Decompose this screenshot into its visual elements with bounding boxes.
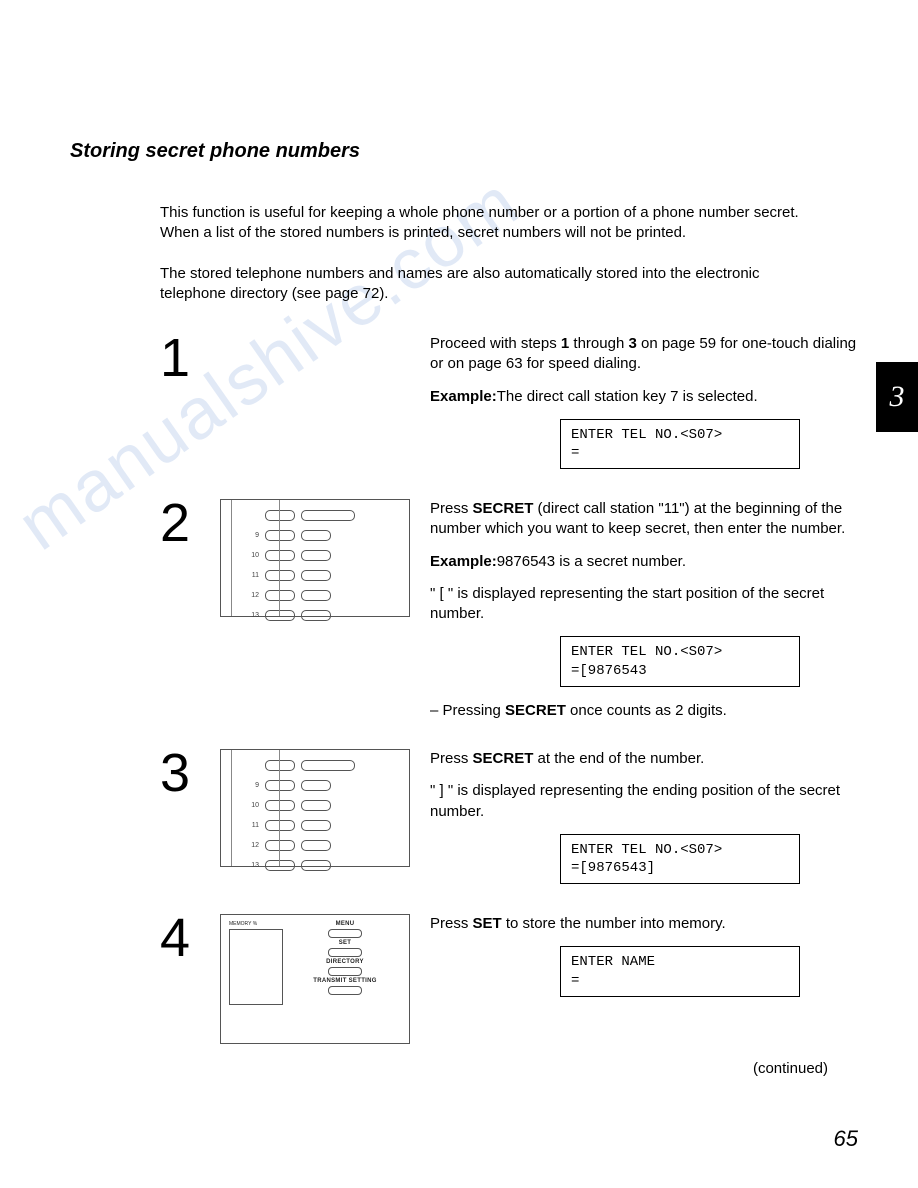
kp-label: 11 [245,572,259,579]
display-box-1: ENTER TEL NO.<S07> = [560,419,800,469]
step1-text-c: through [569,335,628,352]
chapter-tab: 3 [876,362,918,432]
step2-text: Press SECRET (direct call station "11") … [430,499,858,540]
secret-label: SECRET [473,750,534,767]
step2-a: Press [430,500,473,517]
intro-p1: This function is useful for keeping a wh… [160,203,828,244]
set-label: SET [339,940,352,946]
kp-label: 12 [245,592,259,599]
page-title: Storing secret phone numbers [70,140,858,163]
kp-label: 13 [245,612,259,619]
menu-label: MENU [336,921,355,927]
example-label: Example: [430,553,497,570]
step-3: 3 9 10 11 12 13 Press SECRET at the end … [160,749,858,898]
example-text: 9876543 is a secret number. [497,553,686,570]
step2-example: Example:9876543 is a secret number. [430,552,858,572]
display2-line1: ENTER TEL NO.<S07> [571,643,789,661]
keypad-diagram-2: 9 10 11 12 13 [220,499,410,617]
step-number-2: 2 [160,499,220,548]
step2-bracket-text: " [ " is displayed representing the star… [430,584,858,625]
step4-b: to store the number into memory. [502,915,726,932]
step4-a: Press [430,915,473,932]
secret-label: SECRET [505,702,566,719]
kp-label: 9 [245,782,259,789]
step-number-1: 1 [160,334,220,383]
intro-block: This function is useful for keeping a wh… [160,203,828,304]
note-a: – Pressing [430,702,505,719]
step-2: 2 9 10 11 12 13 Press SECRET (direct cal… [160,499,858,733]
intro-p2: The stored telephone numbers and names a… [160,264,828,305]
example-label: Example: [430,388,497,405]
memory-label: MEMORY % [229,921,283,927]
transmit-label: TRANSMIT SETTING [313,978,376,984]
secret-label: SECRET [473,500,534,517]
step1-text-a: Proceed with steps [430,335,561,352]
step4-text: Press SET to store the number into memor… [430,914,858,934]
step3-bracket-text: " ] " is displayed representing the endi… [430,781,858,822]
step3-text: Press SECRET at the end of the number. [430,749,858,769]
kp-label: 10 [245,552,259,559]
example-text: The direct call station key 7 is selecte… [497,388,758,405]
step-4: 4 MEMORY % MENU SET DIRECTORY TRANSMIT [160,914,858,1044]
kp-label: 12 [245,842,259,849]
step-number-4: 4 [160,914,220,963]
step-number-3: 3 [160,749,220,798]
display-box-4: ENTER NAME = [560,946,800,996]
step1-bold-1: 1 [561,335,569,352]
kp-label: 11 [245,822,259,829]
display3-line2: =[9876543] [571,859,789,877]
directory-label: DIRECTORY [326,959,364,965]
display-box-2: ENTER TEL NO.<S07> =[9876543 [560,636,800,686]
step1-bold-3: 3 [628,335,636,352]
display2-line2: =[9876543 [571,662,789,680]
step3-b: at the end of the number. [533,750,704,767]
continued-label: (continued) [160,1060,828,1077]
kp-label: 10 [245,802,259,809]
page-number: 65 [834,1126,858,1152]
display-box-3: ENTER TEL NO.<S07> =[9876543] [560,834,800,884]
display4-line2: = [571,972,789,990]
kp-label: 13 [245,862,259,869]
step1-text: Proceed with steps 1 through 3 on page 5… [430,334,858,375]
note-b: once counts as 2 digits. [566,702,727,719]
control-panel-diagram: MEMORY % MENU SET DIRECTORY TRANSMIT SET… [220,914,410,1044]
step-1: 1 Proceed with steps 1 through 3 on page… [160,334,858,483]
kp-label: 9 [245,532,259,539]
step3-a: Press [430,750,473,767]
keypad-diagram-3: 9 10 11 12 13 [220,749,410,867]
display1-line2: = [571,444,789,462]
set-bold: SET [473,915,502,932]
display1-line1: ENTER TEL NO.<S07> [571,426,789,444]
display3-line1: ENTER TEL NO.<S07> [571,841,789,859]
display4-line1: ENTER NAME [571,953,789,971]
step1-example: Example:The direct call station key 7 is… [430,387,858,407]
step2-note: – Pressing SECRET once counts as 2 digit… [430,701,858,721]
